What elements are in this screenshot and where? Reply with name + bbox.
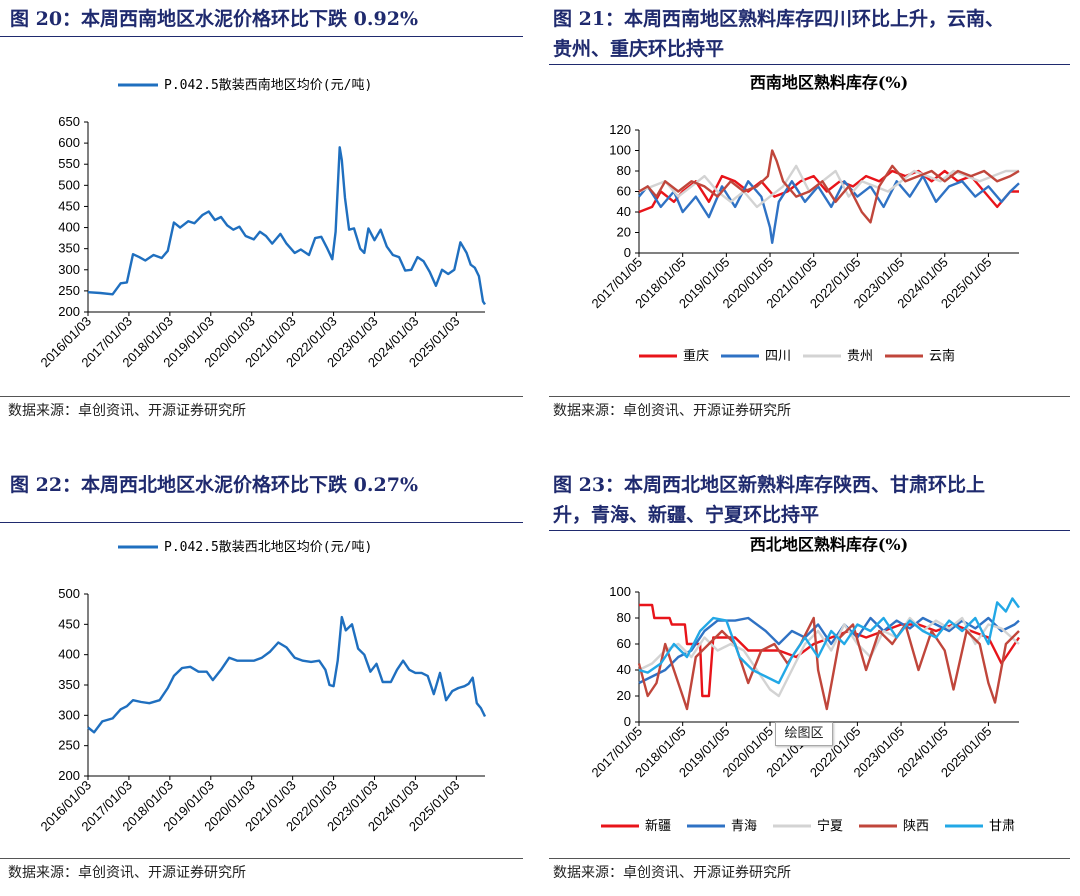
y-tick-label: 0 bbox=[624, 245, 631, 260]
legend-label: P.042.5散装西北地区均价(元/吨) bbox=[164, 540, 372, 555]
chart-title: 西北地区熟料库存(%) bbox=[750, 535, 908, 554]
series-line-4 bbox=[638, 149, 1020, 224]
fig20-source: 数据来源：卓创资讯、开源证券研究所 bbox=[8, 403, 246, 419]
y-tick-label: 450 bbox=[58, 616, 80, 631]
y-tick-label: 350 bbox=[58, 677, 80, 692]
fig20-title: 图 20：本周西南地区水泥价格环比下跌 0.92% bbox=[10, 8, 418, 30]
y-tick-label: 20 bbox=[617, 225, 631, 240]
y-tick-label: 300 bbox=[58, 262, 80, 277]
series-line-4 bbox=[637, 616, 1020, 711]
legend-label: 新疆 bbox=[645, 818, 671, 834]
fig22-source-rule bbox=[0, 858, 523, 859]
fig22-title-rule bbox=[0, 522, 523, 523]
chart-title: 西南地区熟料库存(%) bbox=[750, 73, 908, 92]
legend-label: P.042.5散装西南地区均价(元/吨) bbox=[164, 77, 372, 93]
fig21-source-rule bbox=[549, 396, 1070, 397]
fig21-chart: 西南地区熟料库存(%)0204060801001202017/01/052018… bbox=[588, 73, 1020, 364]
panel-fig20: 图 20：本周西南地区水泥价格环比下跌 0.92% 200 250 300 350 40… bbox=[0, 0, 523, 430]
y-tick-label: 600 bbox=[58, 135, 80, 150]
y-tick-label: 80 bbox=[617, 163, 631, 178]
fig23-source: 数据来源：卓创资讯、开源证券研究所 bbox=[553, 865, 791, 881]
legend-label: 贵州 bbox=[847, 349, 873, 364]
fig23-title: 图 23：本周西北地区新熟料库存陕西、甘肃环比上 升，青海、新疆、宁夏环比持平 bbox=[553, 474, 986, 526]
fig22-chart: 2002503003504004505002016/01/032017/01/0… bbox=[37, 540, 487, 834]
y-tick-label: 80 bbox=[617, 610, 631, 625]
series-line-2 bbox=[638, 174, 1020, 244]
y-tick-label: 20 bbox=[617, 688, 631, 703]
y-tick-label: 60 bbox=[617, 184, 631, 199]
legend-label: 重庆 bbox=[683, 348, 709, 364]
y-tick-label: 100 bbox=[609, 584, 631, 599]
series-line-3 bbox=[638, 616, 1020, 698]
series-line-5 bbox=[638, 597, 1020, 685]
legend-label: 青海 bbox=[731, 819, 757, 834]
y-tick-label: 500 bbox=[58, 586, 80, 601]
legend-label: 云南 bbox=[929, 348, 955, 364]
series-line-1 bbox=[87, 615, 487, 734]
y-tick-label: 300 bbox=[58, 707, 80, 722]
y-tick-label: 200 bbox=[58, 304, 80, 319]
panel-fig23: 图 23：本周西北地区新熟料库存陕西、甘肃环比上 升，青海、新疆、宁夏环比持平 … bbox=[549, 466, 1080, 896]
y-tick-label: 250 bbox=[58, 738, 80, 753]
y-tick-label: 60 bbox=[617, 636, 631, 651]
legend-label: 四川 bbox=[765, 349, 791, 364]
y-tick-label: 40 bbox=[617, 204, 631, 219]
y-tick-label: 500 bbox=[58, 177, 80, 192]
y-tick-label: 400 bbox=[58, 647, 80, 662]
series-line-1 bbox=[638, 169, 1019, 214]
y-tick-label: 450 bbox=[58, 198, 80, 213]
y-tick-label: 200 bbox=[58, 768, 80, 783]
y-tick-label: 650 bbox=[58, 114, 80, 129]
y-tick-label: 350 bbox=[58, 241, 80, 256]
series-line-1 bbox=[87, 146, 486, 306]
fig23-chart: 西北地区熟料库存(%)0204060801002017/01/052018/01… bbox=[588, 535, 1020, 834]
y-tick-label: 400 bbox=[58, 220, 80, 235]
fig23-source-rule bbox=[549, 858, 1070, 859]
panel-fig21: 图 21：本周西南地区熟料库存四川环比上升，云南、 贵州、重庆环比持平 西南地区… bbox=[549, 0, 1080, 430]
y-tick-label: 120 bbox=[609, 122, 631, 137]
y-tick-label: 550 bbox=[58, 156, 80, 171]
y-tick-label: 100 bbox=[609, 143, 631, 158]
fig21-title-rule bbox=[549, 64, 1070, 65]
plot-area-tooltip: 绘图区 bbox=[775, 722, 833, 746]
fig21-title: 图 21：本周西南地区熟料库存四川环比上升，云南、 贵州、重庆环比持平 bbox=[553, 8, 1005, 60]
fig20-chart: 2002503003504004505005506006502016/01/03… bbox=[37, 77, 486, 370]
legend-label: 甘肃 bbox=[989, 819, 1015, 834]
fig20-source-rule bbox=[0, 396, 523, 397]
y-tick-label: 40 bbox=[617, 662, 631, 677]
fig20-title-rule bbox=[0, 36, 523, 37]
y-tick-label: 0 bbox=[624, 714, 631, 729]
panel-fig22: 图 22：本周西北地区水泥价格环比下跌 0.27% 200 250 300 350 40… bbox=[0, 466, 523, 896]
fig21-source: 数据来源：卓创资讯、开源证券研究所 bbox=[553, 403, 791, 419]
fig23-title-rule bbox=[549, 530, 1070, 531]
legend-label: 宁夏 bbox=[817, 818, 843, 834]
fig22-title: 图 22：本周西北地区水泥价格环比下跌 0.27% bbox=[10, 474, 418, 496]
legend-label: 陕西 bbox=[903, 819, 929, 834]
y-tick-label: 250 bbox=[58, 283, 80, 298]
fig22-source: 数据来源：卓创资讯、开源证券研究所 bbox=[8, 865, 246, 881]
